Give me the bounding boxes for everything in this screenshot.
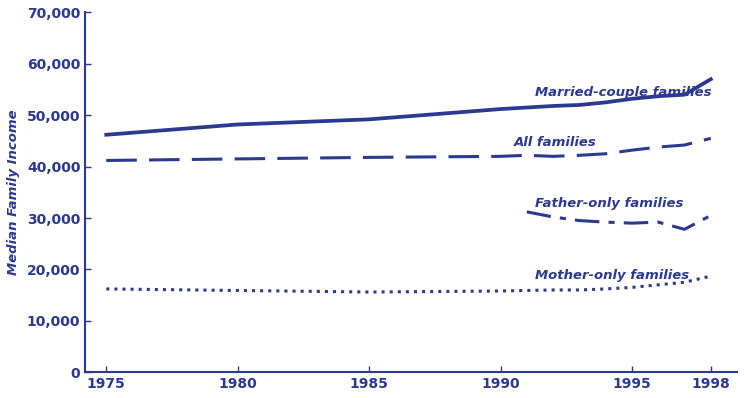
Text: Father-only families: Father-only families <box>535 197 683 210</box>
Text: Mother-only families: Mother-only families <box>535 269 689 282</box>
Y-axis label: Median Family Income: Median Family Income <box>7 109 20 275</box>
Text: Married-couple families: Married-couple families <box>535 86 711 99</box>
Text: All families: All families <box>513 136 597 148</box>
